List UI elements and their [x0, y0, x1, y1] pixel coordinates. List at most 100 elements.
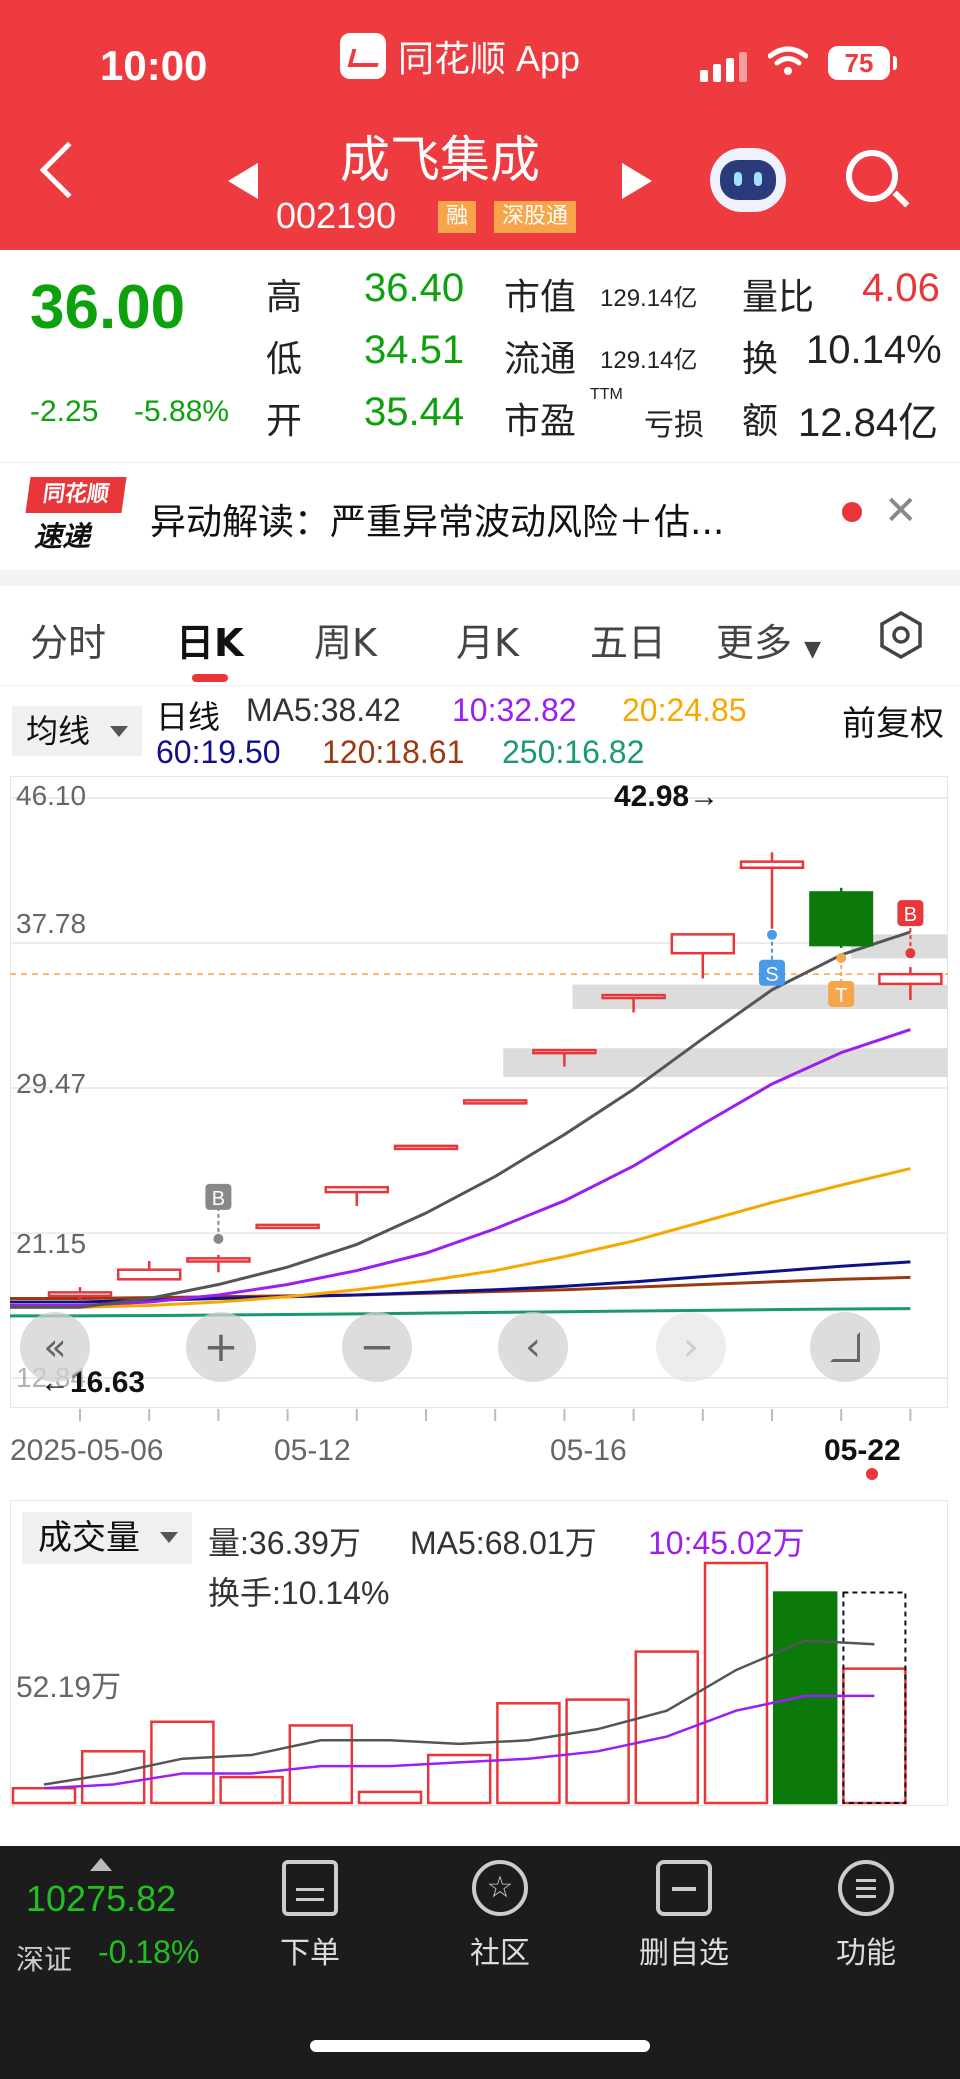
- candle-body: [601, 993, 666, 1000]
- volume-indicator-select[interactable]: 成交量: [22, 1512, 192, 1564]
- margin-badge: 融: [438, 201, 477, 233]
- volume-bar: [219, 1775, 284, 1805]
- close-icon[interactable]: ✕: [884, 488, 918, 534]
- settings-icon[interactable]: [876, 610, 926, 660]
- date-label-end: 05-22: [824, 1434, 901, 1467]
- volume-estimate-bar: [842, 1591, 907, 1804]
- kline-chart-frame[interactable]: [10, 776, 948, 1408]
- volume-chart[interactable]: [0, 1500, 960, 1810]
- y-tick-3: 29.47: [16, 1068, 87, 1099]
- candle-body: [532, 1048, 597, 1055]
- y-tick-max: 46.10: [16, 780, 87, 811]
- volume-ma5: MA5:68.01万: [410, 1525, 597, 1561]
- volume-bar: [842, 1667, 907, 1805]
- indicator-select-label: 均线: [26, 712, 91, 750]
- float-label: 流通: [504, 339, 577, 380]
- next-stock-button[interactable]: [622, 163, 652, 199]
- turnover-value: 10.14%: [806, 328, 942, 372]
- chart-tabs: 分时 日K 周K 月K 五日 更多 ▼: [0, 586, 960, 686]
- volume-ma10-line: [43, 1694, 875, 1790]
- open-label: 开: [266, 401, 303, 442]
- zoom-out-icon[interactable]: −: [342, 1312, 412, 1382]
- mkt-cap-label: 市值: [504, 277, 577, 318]
- marker-label: B: [212, 1188, 225, 1210]
- ma60-label: 60:19.50: [156, 734, 281, 770]
- tab-intraday[interactable]: 分时: [30, 621, 107, 665]
- nav-remove-watchlist[interactable]: 删自选: [614, 1860, 754, 1972]
- tab-daily-k[interactable]: 日K: [176, 621, 244, 665]
- prev-stock-button[interactable]: [228, 163, 258, 199]
- candle-body: [255, 1223, 320, 1230]
- marker-dot: [905, 948, 916, 959]
- index-change: -0.18%: [98, 1934, 200, 1970]
- vol-ratio-label: 量比: [742, 277, 815, 318]
- news-logo-top: 同花顺: [25, 477, 127, 513]
- news-banner[interactable]: 同花顺 速递 异动解读：严重异常波动风险＋估...: [0, 462, 960, 570]
- document-icon: [282, 1860, 338, 1916]
- chevron-down-icon: [110, 726, 128, 737]
- marker-badge: [828, 980, 855, 1007]
- candle-body: [393, 1144, 459, 1151]
- volume-select-label: 成交量: [38, 1518, 140, 1558]
- nav-functions[interactable]: 功能: [796, 1860, 936, 1972]
- turnover-label: 换: [742, 339, 779, 380]
- max-price-label: 42.98→: [614, 780, 720, 813]
- marker-label: T: [835, 985, 847, 1007]
- marker-badge: [205, 1183, 232, 1210]
- expand-up-icon[interactable]: [90, 1858, 112, 1871]
- scroll-left-fast-icon[interactable]: «: [20, 1312, 90, 1382]
- divider: [0, 570, 960, 586]
- nav-community[interactable]: ☆ 社区: [430, 1860, 570, 1972]
- volume-bar: [634, 1650, 700, 1805]
- marker-dot: [213, 1233, 224, 1244]
- tab-weekly-k[interactable]: 周K: [314, 621, 377, 665]
- candle-body: [462, 1099, 528, 1105]
- tab-five-day[interactable]: 五日: [590, 621, 667, 665]
- adjust-mode-button[interactable]: 前复权: [842, 704, 944, 744]
- amount-value: 12.84亿: [798, 401, 939, 445]
- assistant-robot-icon[interactable]: [710, 148, 786, 212]
- vol-ratio-value: 4.06: [862, 266, 940, 310]
- app-indicator[interactable]: 同花顺 App: [340, 30, 580, 82]
- fullscreen-icon[interactable]: [810, 1312, 880, 1382]
- scroll-right-icon[interactable]: ›: [656, 1312, 726, 1382]
- tab-more[interactable]: 更多 ▼: [716, 612, 821, 667]
- news-text[interactable]: 异动解读：严重异常波动风险＋估...: [150, 502, 725, 543]
- volume-bar: [11, 1786, 77, 1805]
- home-indicator[interactable]: [310, 2040, 650, 2052]
- indicator-select[interactable]: 均线: [12, 706, 142, 756]
- y-tick-4: 21.15: [16, 1228, 87, 1259]
- amount-label: 额: [742, 401, 779, 442]
- y-tick-2: 37.78: [16, 908, 87, 939]
- status-time: 10:00: [100, 42, 208, 89]
- turnover-rate: 换手:10.14%: [208, 1575, 390, 1611]
- date-label-3: 05-16: [550, 1434, 627, 1467]
- ma10-label: 10:32.82: [452, 692, 577, 728]
- current-date-dot: [866, 1468, 878, 1480]
- date-label-start: 2025-05-06: [10, 1434, 164, 1467]
- pe-label: 市盈: [504, 401, 577, 442]
- battery-tip: [893, 56, 897, 70]
- index-value[interactable]: 10275.82: [26, 1878, 177, 1919]
- news-logo-bottom: 速递: [34, 520, 91, 553]
- mkt-cap-value: 129.14亿: [600, 285, 698, 312]
- search-icon[interactable]: [846, 150, 898, 202]
- candle-body: [324, 1185, 390, 1194]
- nav-order[interactable]: 下单: [240, 1860, 380, 1972]
- zoom-in-icon[interactable]: +: [186, 1312, 256, 1382]
- unread-dot-icon: [842, 502, 862, 522]
- high-value: 36.40: [364, 266, 465, 310]
- volume-chart-frame[interactable]: [10, 1500, 948, 1806]
- ma250-line: [10, 1307, 911, 1318]
- tab-monthly-k[interactable]: 月K: [456, 621, 519, 665]
- ma120-label: 120:18.61: [322, 734, 465, 770]
- ma5-label: MA5:38.42: [246, 692, 401, 728]
- scroll-left-icon[interactable]: ‹: [498, 1312, 568, 1382]
- candle-body: [116, 1268, 182, 1281]
- news-logo: 同花顺 速递: [25, 477, 127, 553]
- low-label: 低: [266, 339, 303, 380]
- kline-chart[interactable]: B S T B: [0, 776, 960, 1436]
- volume-ma10: 10:45.02万: [648, 1525, 805, 1561]
- pe-ttm-tag: TTM: [590, 386, 623, 403]
